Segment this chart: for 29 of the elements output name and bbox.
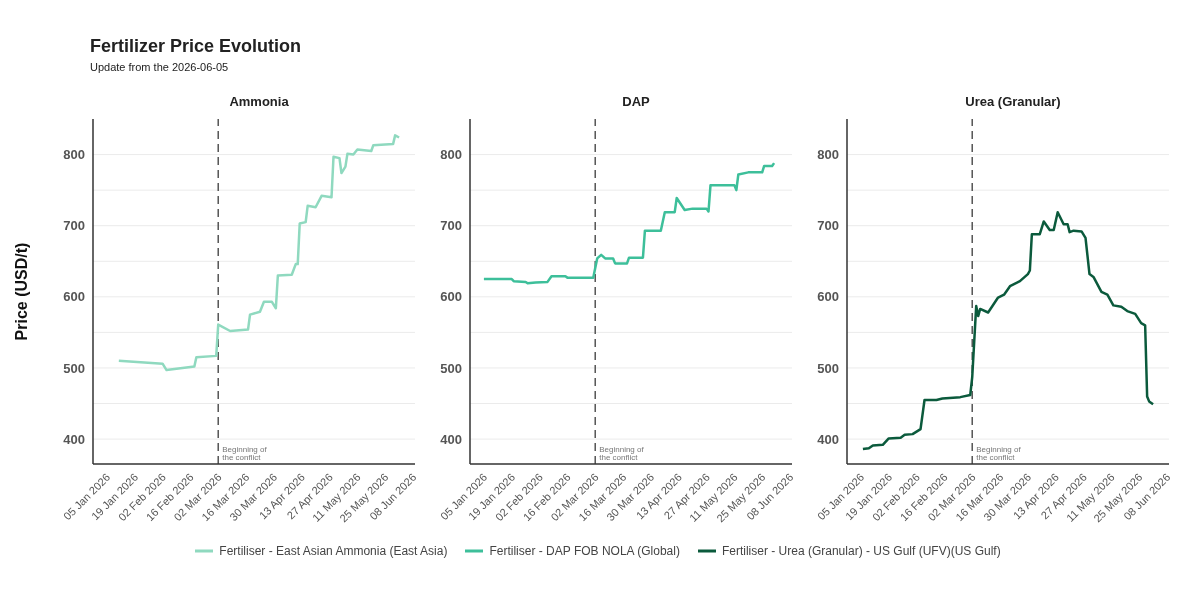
y-tick-label: 600 bbox=[817, 289, 839, 305]
y-tick-label: 700 bbox=[817, 218, 839, 234]
y-tick-label: 500 bbox=[63, 360, 85, 376]
y-tick-label: 800 bbox=[63, 147, 85, 163]
text: Fertilizer Price Evolution bbox=[90, 36, 303, 57]
y-tick-label: 400 bbox=[63, 431, 85, 447]
text: Update from the 2026-06-05 bbox=[90, 61, 230, 73]
y-tick-label: 600 bbox=[440, 289, 462, 305]
legend-label: Fertiliser - DAP FOB NOLA (Global) bbox=[489, 544, 680, 558]
y-tick-label: 800 bbox=[817, 147, 839, 163]
line-series bbox=[117, 134, 401, 372]
y-tick-label: 500 bbox=[817, 360, 839, 376]
legend-label: Fertiliser - Urea (Granular) - US Gulf (UFV)(US Gulf) bbox=[721, 544, 1001, 558]
y-tick-label: 400 bbox=[440, 431, 462, 447]
y-tick-label: 500 bbox=[440, 360, 462, 376]
line-series bbox=[482, 161, 776, 285]
y-axis-title: Price (USD/t) bbox=[12, 242, 30, 341]
chart-title: Ammonia bbox=[228, 94, 290, 111]
ref-line-label: Beginning of the conflict bbox=[599, 445, 645, 462]
chart-title: DAP bbox=[621, 94, 651, 111]
ref-line-label: Beginning of the conflict bbox=[976, 445, 1022, 462]
legend-label: Fertiliser - East Asian Ammonia (East Asia) bbox=[219, 544, 448, 558]
ref-line-label: Beginning of the conflict bbox=[222, 445, 268, 462]
y-tick-label: 600 bbox=[63, 289, 85, 305]
y-tick-label: 700 bbox=[440, 218, 462, 234]
y-tick-label: 800 bbox=[440, 147, 462, 163]
chart-title: Urea (Granular) bbox=[964, 94, 1062, 111]
y-tick-label: 700 bbox=[63, 218, 85, 234]
y-tick-label: 400 bbox=[817, 431, 839, 447]
